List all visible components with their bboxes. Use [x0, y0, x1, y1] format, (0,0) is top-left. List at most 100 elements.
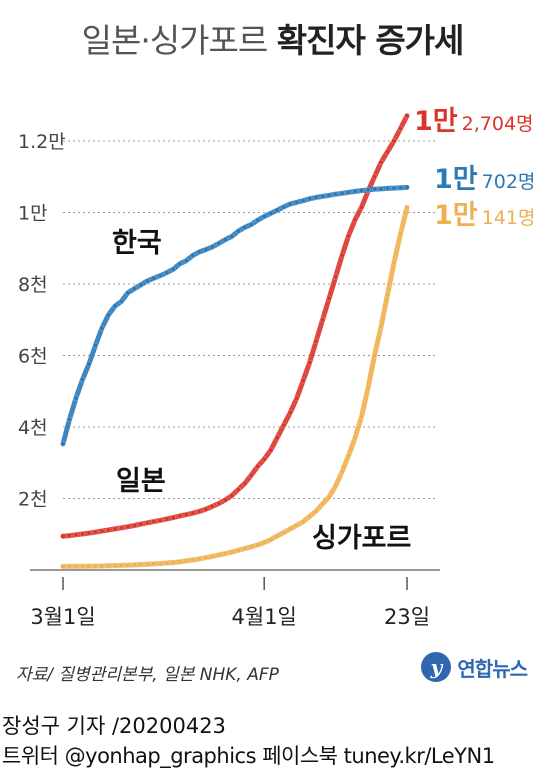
title-light-part: 일본·싱가포르	[81, 21, 269, 60]
data-point	[345, 189, 352, 196]
reporter-credit: 장성구 기자 /20200423	[2, 714, 226, 738]
data-point	[60, 533, 66, 539]
data-point	[365, 187, 371, 193]
data-point	[326, 494, 332, 500]
data-point	[183, 257, 190, 264]
yonhap-logo-text: 연합뉴스	[457, 656, 528, 681]
data-point	[105, 312, 112, 318]
data-point	[371, 352, 378, 359]
data-point	[378, 324, 384, 330]
y-tick-label: 6천	[18, 346, 48, 368]
data-point	[157, 272, 164, 279]
data-point	[371, 186, 378, 192]
data-point	[151, 561, 157, 567]
data-point	[261, 213, 267, 220]
data-point	[177, 261, 183, 267]
data-point	[319, 317, 326, 323]
data-point	[242, 224, 248, 231]
data-point	[378, 186, 384, 192]
data-point	[209, 503, 215, 510]
data-point	[112, 526, 118, 532]
x-tick-label: 3월1일	[30, 605, 95, 629]
data-point	[125, 562, 131, 568]
series-line-2	[60, 205, 410, 569]
series-line-1	[60, 113, 410, 539]
data-point	[326, 295, 332, 301]
data-point	[190, 252, 196, 259]
data-point	[73, 532, 79, 538]
data-point	[293, 395, 300, 402]
data-point	[358, 204, 365, 210]
data-point	[138, 561, 144, 568]
end-value-label-2: 1만 141명	[434, 200, 535, 231]
end-value-label-1: 1만 2,704명	[414, 106, 534, 137]
data-point	[391, 185, 397, 191]
data-point	[229, 492, 235, 499]
data-point	[118, 562, 125, 569]
data-point	[358, 187, 365, 194]
yonhap-logo: y 연합뉴스	[421, 652, 528, 682]
data-point	[274, 207, 280, 213]
data-point	[157, 560, 164, 567]
data-point	[319, 501, 326, 507]
data-point	[404, 184, 410, 191]
data-point	[183, 558, 190, 564]
data-point	[293, 199, 300, 206]
data-point	[222, 550, 228, 557]
end-value-big: 1만	[414, 106, 458, 137]
y-axis-tick-labels: 2천 4천 6천 8천 1만 1.2만	[18, 131, 66, 511]
data-point	[365, 384, 371, 391]
data-point	[332, 191, 339, 197]
series-line-0	[60, 184, 410, 447]
data-point	[358, 413, 365, 419]
data-point	[352, 188, 358, 195]
data-point	[248, 221, 254, 228]
data-point	[216, 552, 222, 558]
data-point	[345, 233, 352, 239]
end-value-label-0: 1만 702명	[434, 164, 535, 195]
data-point	[131, 285, 138, 292]
y-tick-label: 2천	[18, 489, 48, 511]
data-point	[339, 190, 345, 197]
data-point	[306, 196, 313, 202]
data-point	[255, 542, 261, 548]
data-point	[326, 192, 332, 199]
data-point	[60, 563, 66, 570]
data-point	[105, 563, 112, 569]
data-point	[151, 518, 157, 525]
data-point	[99, 528, 105, 534]
data-point	[99, 325, 105, 331]
data-point	[216, 240, 222, 247]
data-point	[99, 563, 105, 569]
data-point	[280, 529, 287, 536]
data-point	[371, 174, 378, 180]
data-point	[222, 236, 228, 243]
data-point	[190, 510, 196, 516]
data-point	[384, 185, 391, 192]
data-point	[352, 435, 358, 441]
data-point	[66, 532, 73, 539]
data-point	[131, 522, 138, 529]
data-point	[300, 377, 306, 384]
series-name-label-0: 한국	[112, 228, 162, 259]
data-point	[229, 233, 235, 240]
data-point	[118, 298, 125, 305]
data-point	[274, 435, 280, 441]
data-point	[164, 560, 170, 566]
data-point	[144, 278, 151, 284]
source-note: 자료/ 질병관리본부, 일본 NHK, AFP	[16, 665, 279, 685]
data-point	[267, 210, 274, 217]
yonhap-logo-icon: y	[421, 652, 452, 682]
data-point	[177, 559, 183, 565]
x-axis: 3월1일 4월1일 23일	[30, 569, 440, 629]
data-point	[391, 138, 397, 144]
data-point	[267, 447, 274, 453]
data-point	[255, 217, 261, 223]
data-point	[79, 531, 86, 537]
data-point	[170, 266, 177, 272]
x-tick-label: 4월1일	[232, 605, 297, 629]
data-point	[79, 563, 86, 569]
data-point	[86, 361, 92, 367]
data-point	[306, 359, 313, 366]
